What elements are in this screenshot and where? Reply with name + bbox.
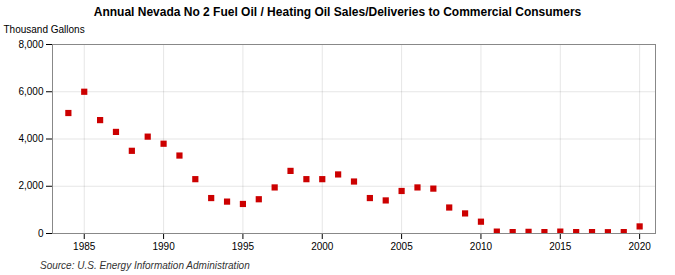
svg-text:1995: 1995 — [232, 241, 255, 252]
svg-text:0: 0 — [38, 228, 44, 239]
svg-text:2020: 2020 — [629, 241, 652, 252]
svg-text:2,000: 2,000 — [18, 180, 43, 191]
html-text:Source: U.S. Energy Informatio: Source: U.S. Energy Information Administ… — [40, 260, 250, 271]
svg-text:8,000: 8,000 — [18, 39, 43, 50]
svg-text:1985: 1985 — [73, 241, 96, 252]
svg-text:6,000: 6,000 — [18, 86, 43, 97]
svg-text:2015: 2015 — [549, 241, 572, 252]
svg-text:1990: 1990 — [152, 241, 175, 252]
svg-text:2010: 2010 — [470, 241, 493, 252]
svg-text:4,000: 4,000 — [18, 133, 43, 144]
svg-text:Thousand Gallons: Thousand Gallons — [4, 24, 85, 35]
svg-text:2000: 2000 — [311, 241, 334, 252]
svg-text:2005: 2005 — [390, 241, 413, 252]
html-text:Annual Nevada No 2 Fuel Oil /: Annual Nevada No 2 Fuel Oil / Heating Oi… — [93, 5, 582, 19]
